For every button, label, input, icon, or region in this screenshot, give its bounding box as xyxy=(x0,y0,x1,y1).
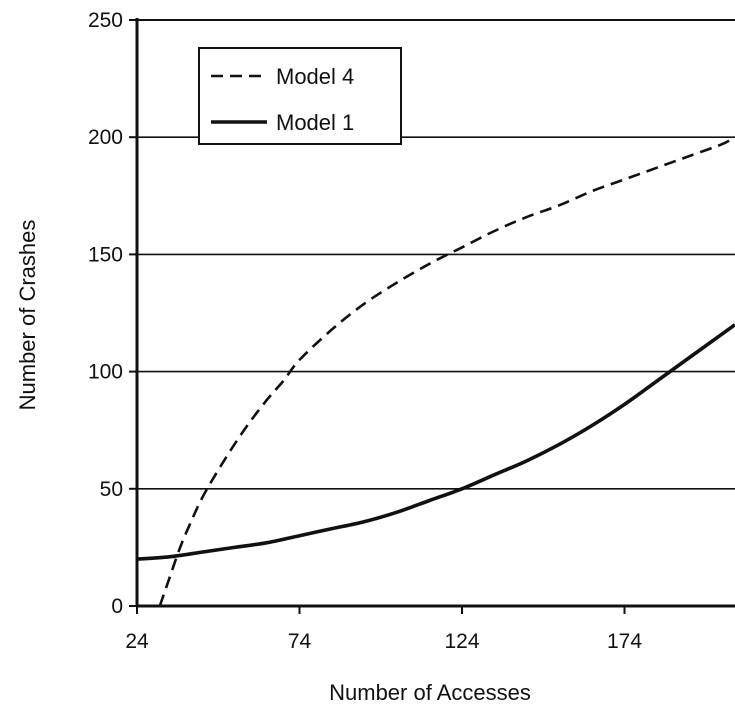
x-tick-label: 124 xyxy=(444,630,479,653)
y-axis-label: Number of Crashes xyxy=(15,220,40,411)
legend-box xyxy=(198,47,402,145)
x-tick-label: 74 xyxy=(288,630,312,653)
series-lines xyxy=(137,136,735,606)
legend-label: Model 4 xyxy=(276,64,354,89)
x-tick-label: 174 xyxy=(607,630,642,653)
axes xyxy=(129,18,735,614)
y-tick-label: 50 xyxy=(100,478,123,501)
series-line-model-1 xyxy=(137,323,735,561)
series-line-model-4 xyxy=(158,136,735,606)
x-tick-label: 24 xyxy=(125,630,149,653)
legend: Model 4 Model 1 xyxy=(198,47,402,145)
y-tick-label: 0 xyxy=(111,595,123,618)
y-tick-label: 250 xyxy=(88,9,123,32)
y-tick-label: 200 xyxy=(88,126,123,149)
tick-labels: 0 50 100 150 200 250 24 74 124 174 xyxy=(88,9,642,653)
y-tick-label: 100 xyxy=(88,361,123,384)
y-tick-label: 150 xyxy=(88,243,123,266)
legend-label: Model 1 xyxy=(276,110,354,135)
x-axis-label: Number of Accesses xyxy=(329,680,531,705)
